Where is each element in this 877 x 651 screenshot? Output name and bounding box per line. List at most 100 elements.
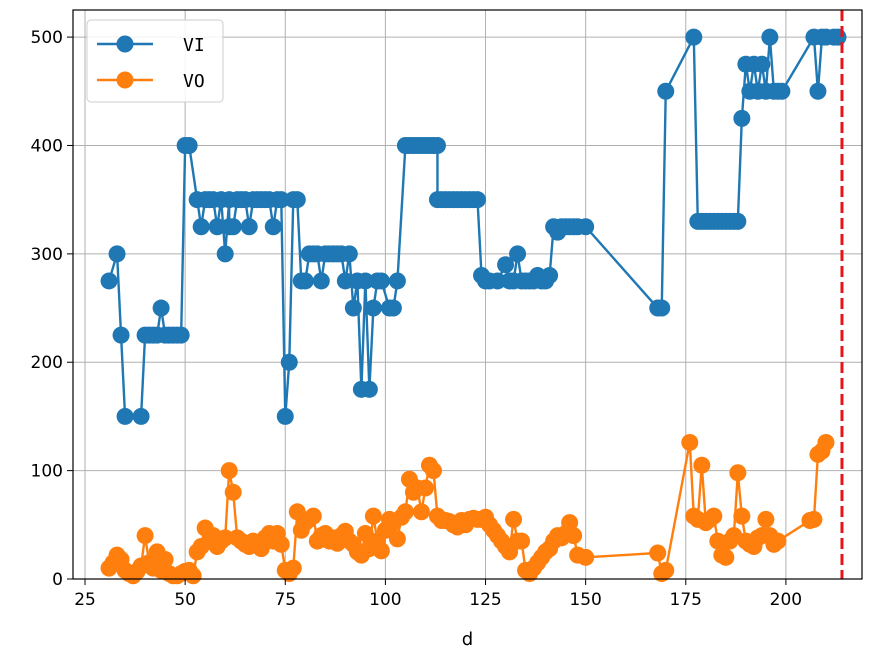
data-point — [152, 299, 170, 317]
data-point — [340, 245, 358, 263]
data-point — [685, 28, 703, 46]
x-tick-label: 150 — [569, 590, 601, 610]
data-point — [304, 507, 322, 525]
y-axis-ticks: 0 100 200 300 400 500 — [31, 28, 73, 590]
data-point — [264, 218, 282, 236]
data-point — [192, 218, 210, 236]
legend-label: VO — [183, 71, 205, 92]
data-point — [577, 548, 595, 566]
data-point — [240, 218, 258, 236]
plot-frame — [72, 9, 863, 580]
data-point — [761, 28, 779, 46]
data-point — [272, 535, 290, 553]
legend-label: VI — [183, 35, 205, 56]
data-point — [208, 218, 226, 236]
data-point — [809, 82, 827, 100]
y-tick-label: 500 — [31, 28, 63, 48]
data-point — [372, 272, 390, 290]
data-point — [112, 326, 130, 344]
data-point — [657, 561, 675, 579]
x-tick-label: 50 — [174, 590, 196, 610]
x-tick-label: 75 — [274, 590, 296, 610]
data-point — [216, 529, 234, 547]
data-point — [288, 191, 306, 209]
data-point — [577, 218, 595, 236]
data-point — [280, 353, 298, 371]
data-point — [180, 136, 198, 154]
data-point — [388, 272, 406, 290]
x-tick-label: 175 — [670, 590, 702, 610]
y-tick-label: 300 — [31, 245, 63, 265]
data-point — [769, 532, 787, 550]
data-point — [416, 479, 434, 497]
data-point — [156, 550, 174, 568]
data-point — [384, 299, 402, 317]
data-point — [108, 245, 126, 263]
data-point — [372, 542, 390, 560]
data-point — [424, 462, 442, 480]
data-point — [733, 109, 751, 127]
data-point — [705, 507, 723, 525]
data-point — [505, 510, 523, 528]
series-layer — [100, 28, 847, 585]
data-point — [817, 433, 835, 451]
data-point — [224, 218, 242, 236]
data-point — [216, 245, 234, 263]
data-point — [565, 527, 583, 545]
data-point — [388, 530, 406, 548]
legend: VI VO — [86, 19, 224, 103]
data-point — [649, 544, 667, 562]
legend-marker — [116, 35, 134, 53]
data-point — [296, 272, 314, 290]
data-point — [364, 507, 382, 525]
data-point — [805, 510, 823, 528]
data-point — [356, 272, 374, 290]
data-point — [396, 503, 414, 521]
x-tick-label: 125 — [469, 590, 501, 610]
data-point — [657, 82, 675, 100]
data-point — [116, 407, 134, 425]
legend-marker — [116, 71, 134, 89]
data-point — [336, 272, 354, 290]
data-point — [829, 28, 847, 46]
data-point — [561, 514, 579, 532]
data-point — [344, 299, 362, 317]
data-point — [220, 462, 238, 480]
data-point — [681, 433, 699, 451]
data-point — [469, 191, 487, 209]
data-point — [428, 136, 446, 154]
x-axis-label: d — [462, 629, 473, 650]
data-point — [729, 464, 747, 482]
data-point — [132, 407, 150, 425]
data-point — [360, 380, 378, 398]
data-point — [497, 256, 515, 274]
data-point — [509, 245, 527, 263]
data-point — [100, 272, 118, 290]
y-tick-label: 400 — [31, 136, 63, 156]
data-point — [364, 299, 382, 317]
data-point — [693, 456, 711, 474]
series-vo — [100, 433, 835, 585]
x-tick-label: 200 — [770, 590, 802, 610]
y-tick-label: 0 — [52, 570, 63, 590]
data-point — [184, 567, 202, 585]
data-point — [224, 483, 242, 501]
data-point — [717, 548, 735, 566]
data-point — [172, 326, 190, 344]
data-point — [412, 503, 430, 521]
data-point — [276, 407, 294, 425]
data-point — [136, 527, 154, 545]
series-vi — [100, 28, 847, 425]
data-point — [773, 82, 791, 100]
data-point — [733, 507, 751, 525]
y-tick-label: 200 — [31, 353, 63, 373]
data-point — [489, 272, 507, 290]
x-tick-label: 100 — [369, 590, 401, 610]
data-point — [272, 191, 290, 209]
data-point — [284, 559, 302, 577]
data-point — [729, 212, 747, 230]
x-tick-label: 25 — [74, 590, 96, 610]
x-axis-ticks: 25 50 75 100 125 150 175 200 — [74, 579, 802, 610]
data-point — [709, 532, 727, 550]
